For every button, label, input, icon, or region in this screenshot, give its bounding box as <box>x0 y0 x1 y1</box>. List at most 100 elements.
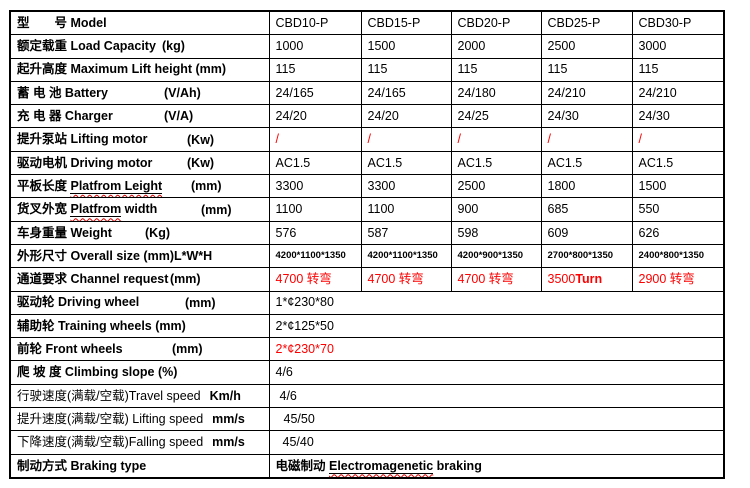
text-segment: Turn <box>575 272 603 287</box>
spec-value-span: 4/6 <box>268 360 725 385</box>
text-segment: 额定载重 Load Capacity <box>17 39 156 54</box>
spec-value: 900 <box>450 197 542 222</box>
spec-value: 2700*800*1350 <box>540 243 633 269</box>
row-label: 驱动电机 Driving motor (Kw) <box>9 150 270 176</box>
spec-value: 3500Turn <box>540 267 633 292</box>
row-unit: (Kw) <box>187 132 215 147</box>
spec-row: 车身重量 Weight (Kg) 576 587 598 609 626 <box>9 220 725 245</box>
spec-row: 行驶速度(满载/空载)Travel speed Km/h 4/6 <box>9 383 725 409</box>
spec-value: / <box>540 127 633 152</box>
row-label: 蓄 电 池 Battery (V/Ah) <box>9 80 270 106</box>
text-segment: 3500 <box>547 272 576 287</box>
row-label: 车身重量 Weight (Kg) <box>9 220 270 245</box>
spec-value: 4700 转弯 <box>360 267 452 292</box>
misspelled-text: Platfrom <box>70 202 122 218</box>
spec-value-span: 45/50 <box>268 407 725 432</box>
row-unit: (mm) <box>191 178 222 193</box>
text-segment: mm/s <box>212 435 245 450</box>
text-segment: 爬 坡 度 Climbing slope (%) <box>17 365 178 380</box>
spec-value: 1500 <box>360 34 452 59</box>
spec-value: 24/180 <box>450 80 542 106</box>
text-segment: 车身重量 Weight <box>17 225 112 240</box>
spec-table-body: 型 号 Model CBD10-P CBD15-P CBD20-P CBD25-P CBD… <box>9 10 725 479</box>
spec-value: 2000 <box>450 34 542 59</box>
spec-value: 609 <box>540 220 633 245</box>
row-label: 前轮 Front wheels (mm) <box>9 337 270 362</box>
row-label: 驱动轮 Driving wheel (mm) <box>9 290 270 315</box>
spec-value: 24/210 <box>540 80 633 106</box>
spec-value: 24/210 <box>631 80 725 106</box>
row-unit: (kg) <box>162 39 185 54</box>
spec-row: 额定载重 Load Capacity (kg) 1000 1500 2000 2500 30… <box>9 34 725 59</box>
text-segment: Km/h <box>209 388 241 403</box>
spec-value: AC1.5 <box>268 150 362 176</box>
text-segment: 充 电 器 Charger <box>17 109 113 124</box>
spec-row: 起升高度 Maximum Lift height (mm) 115 115 115 11… <box>9 57 725 82</box>
spec-value: AC1.5 <box>540 150 633 176</box>
spec-value: 1000 <box>268 34 362 59</box>
spec-value: 24/30 <box>540 104 633 129</box>
spec-value: 24/20 <box>268 104 362 129</box>
row-label: 行驶速度(满载/空载)Travel speed Km/h <box>9 383 270 409</box>
spec-value: 115 <box>450 57 542 82</box>
spec-row: 通道要求 Channel request (mm) 4700 转弯 4700 转弯 47… <box>9 267 725 292</box>
spec-value: 576 <box>268 220 362 245</box>
spec-row: 驱动电机 Driving motor (Kw) AC1.5 AC1.5 AC1.5 AC1… <box>9 150 725 176</box>
text-segment: 外形尺寸 Overall size (mm)L*W*H <box>17 248 213 263</box>
row-unit: (Kw) <box>187 155 215 170</box>
misspelled-text: Electromagenetic <box>328 458 434 474</box>
spec-value: 1800 <box>540 174 633 199</box>
spec-value: 4200*1100*1350 <box>268 243 362 269</box>
spec-value: 24/25 <box>450 104 542 129</box>
spec-value: AC1.5 <box>450 150 542 176</box>
spec-row: 提升速度(满载/空载) Lifting speed mm/s 45/50 <box>9 407 725 432</box>
spec-row: 前轮 Front wheels (mm) 2*¢230*70 <box>9 337 725 362</box>
text-segment: 驱动轮 Driving wheel <box>17 295 140 310</box>
forklift-spec-table: 型 号 Model CBD10-P CBD15-P CBD20-P CBD25-P CBD… <box>9 10 725 479</box>
row-label: 制动方式 Braking type <box>9 453 270 479</box>
spec-value: 1100 <box>268 197 362 222</box>
spec-value: CBD10-P <box>268 10 362 36</box>
text-segment: 起升高度 Maximum Lift height (mm) <box>17 62 227 77</box>
spec-value: 685 <box>540 197 633 222</box>
row-label: 爬 坡 度 Climbing slope (%) <box>9 360 270 385</box>
spec-value: 626 <box>631 220 725 245</box>
row-label: 外形尺寸 Overall size (mm)L*W*H <box>9 243 270 269</box>
row-label: 通道要求 Channel request (mm) <box>9 267 270 292</box>
spec-row: 蓄 电 池 Battery (V/Ah) 24/165 24/165 24/180 24/… <box>9 80 725 106</box>
spec-value: / <box>360 127 452 152</box>
row-label: 提升泵站 Lifting motor (Kw) <box>9 127 270 152</box>
text-segment: 提升泵站 Lifting motor <box>17 132 148 147</box>
spec-value: 3300 <box>360 174 452 199</box>
row-unit: (Kg) <box>145 225 170 240</box>
spec-value-span: 2*¢125*50 <box>268 313 725 339</box>
spec-value: 2400*800*1350 <box>631 243 725 269</box>
text-segment: 行驶速度(满载/空载)Travel speed <box>17 388 201 403</box>
spec-value: CBD15-P <box>360 10 452 36</box>
row-unit: (mm) <box>201 202 232 217</box>
text-segment: width <box>121 202 158 217</box>
spec-value: 115 <box>360 57 452 82</box>
text-segment: 制动方式 Braking type <box>17 458 147 473</box>
spec-value: / <box>450 127 542 152</box>
text-segment: 下降速度(满载/空载)Falling speed <box>17 435 204 450</box>
spec-value: 4200*900*1350 <box>450 243 542 269</box>
row-label: 下降速度(满载/空载)Falling speed mm/s <box>9 430 270 455</box>
spec-value: 4700 转弯 <box>450 267 542 292</box>
text-segment: 提升速度(满载/空载) Lifting speed <box>17 411 204 426</box>
spec-row: 型 号 Model CBD10-P CBD15-P CBD20-P CBD25-P CBD… <box>9 10 725 36</box>
spec-value: CBD20-P <box>450 10 542 36</box>
row-label: 辅助轮 Training wheels (mm) <box>9 313 270 339</box>
spec-value: 1500 <box>631 174 725 199</box>
spec-row: 辅助轮 Training wheels (mm) 2*¢125*50 <box>9 313 725 339</box>
spec-value: 115 <box>540 57 633 82</box>
text-segment: 货叉外宽 <box>17 202 71 217</box>
spec-value: AC1.5 <box>631 150 725 176</box>
spec-value-span: 电磁制动 Electromagenetic braking <box>268 453 725 479</box>
spec-row: 平板长度 Platfrom Leight (mm) 3300 3300 2500 1800… <box>9 174 725 199</box>
row-label: 型 号 Model <box>9 10 270 36</box>
row-label: 额定载重 Load Capacity (kg) <box>9 34 270 59</box>
spec-value-span: 1*¢230*80 <box>268 290 725 315</box>
text-segment: 型 号 Model <box>17 15 107 30</box>
